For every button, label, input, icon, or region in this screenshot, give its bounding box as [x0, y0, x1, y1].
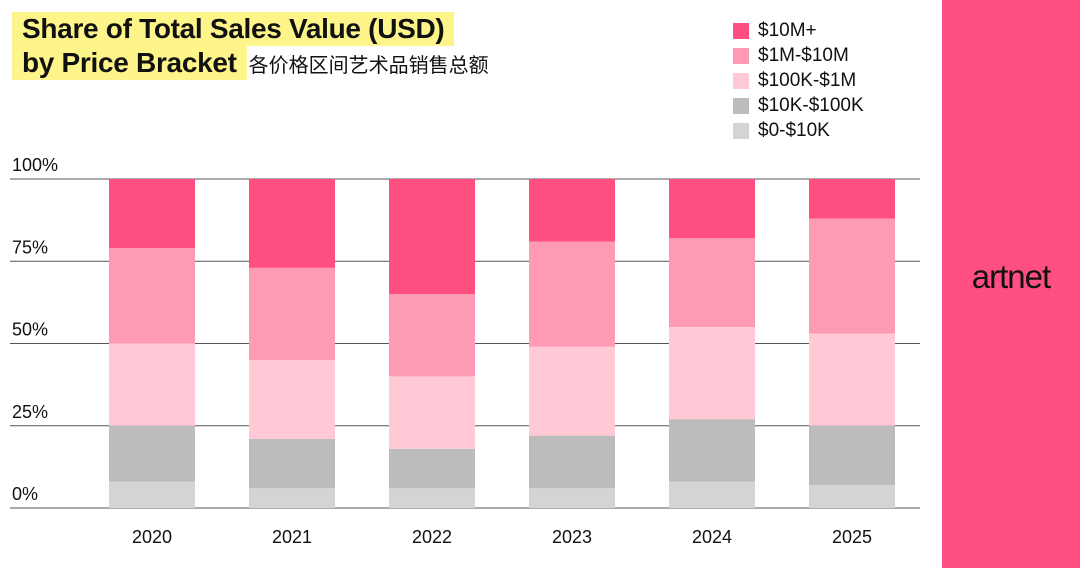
bar-segment-2024-3 — [669, 238, 755, 328]
bar-segment-2024-0 — [669, 481, 755, 508]
bar-segment-2021-0 — [249, 488, 335, 508]
bar-segment-2023-2 — [529, 346, 615, 436]
y-tick-label: 25% — [12, 402, 48, 422]
chart-title-line1: Share of Total Sales Value (USD) — [12, 12, 455, 46]
legend-swatch — [733, 72, 749, 89]
bar-segment-2025-4 — [809, 179, 895, 219]
legend-label: $10K-$100K — [758, 94, 864, 116]
bar-segment-2024-1 — [669, 419, 755, 482]
bar-segment-2022-1 — [389, 448, 475, 489]
bar-segment-2023-0 — [529, 488, 615, 508]
chart-legend: $10M+ $1M-$10M $100K-$1M $10K-$100K $0-$10K — [733, 18, 864, 143]
brand-side-panel: artnet — [942, 0, 1080, 568]
legend-label: $1M-$10M — [758, 44, 849, 66]
x-tick-label: 2022 — [412, 527, 452, 547]
legend-item: $0-$10K — [733, 118, 864, 143]
legend-swatch — [733, 22, 749, 39]
chart-title-block: Share of Total Sales Value (USD) by Pric… — [12, 12, 489, 80]
x-tick-label: 2024 — [692, 527, 732, 547]
bar-segment-2023-3 — [529, 241, 615, 347]
chart-title-line2-row: by Price Bracket 各价格区间艺术品销售总额 — [12, 46, 489, 80]
legend-label: $0-$10K — [758, 119, 830, 141]
bar-segment-2025-2 — [809, 333, 895, 426]
stacked-bar-chart: 100% 75% 50% 25% 0% 2020 2021 2022 2023 2024 2025 — [10, 155, 920, 547]
y-tick-label: 50% — [12, 320, 48, 340]
bar-segment-2023-4 — [529, 179, 615, 242]
bar-segment-2025-1 — [809, 425, 895, 485]
bar-segment-2021-1 — [249, 438, 335, 489]
y-tick-label: 100% — [12, 155, 58, 175]
bar-segment-2023-1 — [529, 435, 615, 489]
bar-segment-2024-4 — [669, 179, 755, 239]
bar-segment-2020-4 — [109, 179, 195, 249]
x-tick-label: 2021 — [272, 527, 312, 547]
bar-segment-2025-0 — [809, 484, 895, 508]
artnet-logo: artnet — [971, 258, 1051, 295]
chart-title-chinese: 各价格区间艺术品销售总额 — [248, 55, 489, 77]
x-tick-label: 2025 — [832, 527, 872, 547]
legend-swatch — [733, 97, 749, 114]
y-tick-label: 0% — [12, 484, 38, 504]
bar-segment-2020-3 — [109, 248, 195, 344]
bar-segment-2020-2 — [109, 343, 195, 426]
legend-item: $1M-$10M — [733, 43, 864, 68]
legend-label: $10M+ — [758, 19, 817, 41]
bar-segment-2021-2 — [249, 359, 335, 439]
x-tick-label: 2020 — [132, 527, 172, 547]
chart-title-line2: by Price Bracket — [12, 46, 247, 80]
bar-segment-2022-4 — [389, 179, 475, 295]
x-tick-label: 2023 — [552, 527, 592, 547]
bar-segment-2024-2 — [669, 327, 755, 420]
legend-swatch — [733, 47, 749, 64]
y-tick-label: 75% — [12, 237, 48, 257]
legend-label: $100K-$1M — [758, 69, 857, 91]
legend-item: $10M+ — [733, 18, 864, 43]
bar-segment-2022-0 — [389, 488, 475, 508]
legend-item: $100K-$1M — [733, 68, 864, 93]
legend-item: $10K-$100K — [733, 93, 864, 118]
bar-segment-2021-4 — [249, 179, 335, 268]
bar-segment-2020-1 — [109, 425, 195, 482]
bar-segment-2021-3 — [249, 267, 335, 360]
bar-segment-2025-3 — [809, 218, 895, 334]
bar-segment-2020-0 — [109, 481, 195, 508]
legend-swatch — [733, 122, 749, 139]
bar-segment-2022-2 — [389, 376, 475, 449]
bar-segment-2022-3 — [389, 294, 475, 377]
